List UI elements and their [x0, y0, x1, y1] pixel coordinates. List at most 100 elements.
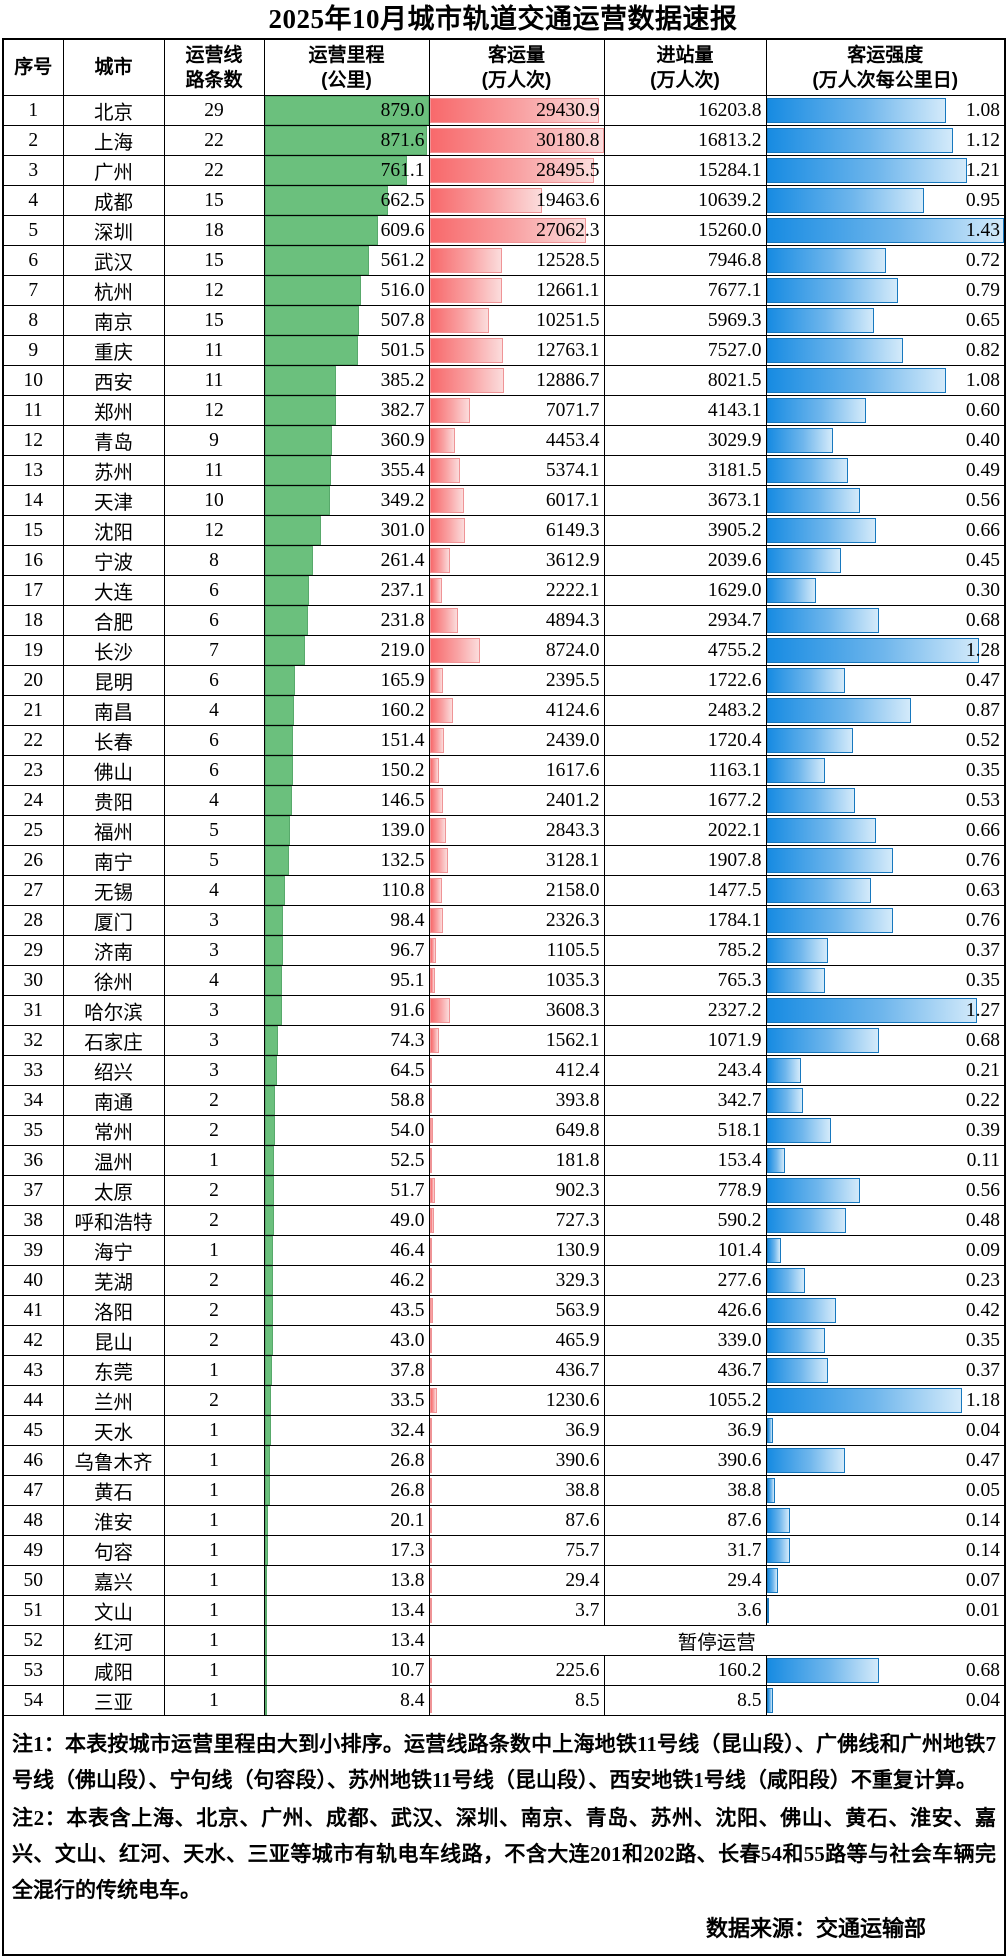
mileage-cell-value: 349.2	[380, 490, 425, 511]
city-name: 长沙	[62, 635, 165, 666]
mileage-cell: 662.5	[263, 185, 430, 216]
row-index: 37	[2, 1175, 64, 1206]
passengers-cell-value: 4894.3	[545, 610, 600, 631]
passengers-bar	[430, 1118, 434, 1143]
intensity-bar	[767, 908, 893, 933]
mileage-cell-value: 561.2	[380, 250, 425, 271]
line-count: 12	[163, 395, 265, 426]
mileage-cell: 355.4	[263, 455, 430, 486]
row-index: 54	[2, 1685, 64, 1716]
passengers-bar	[430, 848, 448, 873]
intensity-cell-value: 1.12	[965, 130, 1000, 151]
entries-value: 4143.1	[603, 395, 767, 426]
intensity-cell: 0.40	[765, 425, 1006, 456]
mileage-bar	[265, 1326, 273, 1355]
mileage-cell: 507.8	[263, 305, 430, 336]
passengers-bar	[430, 548, 451, 573]
entries-value: 2022.1	[603, 815, 767, 846]
line-count: 6	[163, 755, 265, 786]
intensity-cell: 0.42	[765, 1295, 1006, 1326]
intensity-bar	[767, 1058, 802, 1083]
mileage-bar	[265, 786, 292, 815]
row-index: 31	[2, 995, 64, 1026]
intensity-cell: 0.68	[765, 1655, 1006, 1686]
intensity-cell: 0.04	[765, 1685, 1006, 1716]
row-index: 10	[2, 365, 64, 396]
table-row: 22 长春 6 151.4 2439.0 1720.4 0.52	[2, 725, 1006, 756]
mileage-cell: 17.3	[263, 1535, 430, 1566]
entries-value: 8.5	[603, 1685, 767, 1716]
row-index: 52	[2, 1625, 64, 1656]
entries-value: 1677.2	[603, 785, 767, 816]
city-name: 福州	[62, 815, 165, 846]
city-name: 黄石	[62, 1475, 165, 1506]
mileage-bar	[265, 306, 360, 335]
passengers-bar	[430, 518, 465, 543]
intensity-bar	[767, 1118, 832, 1143]
passengers-bar	[430, 1328, 433, 1353]
passengers-bar	[430, 1478, 432, 1503]
intensity-cell-value: 0.04	[965, 1420, 1000, 1441]
passengers-cell: 29.4	[428, 1565, 605, 1596]
mileage-cell: 52.5	[263, 1145, 430, 1176]
mileage-cell: 160.2	[263, 695, 430, 726]
intensity-cell-value: 0.60	[965, 400, 1000, 421]
intensity-cell: 0.37	[765, 935, 1006, 966]
line-count: 15	[163, 305, 265, 336]
line-count: 1	[163, 1235, 265, 1266]
intensity-cell-value: 0.76	[965, 850, 1000, 871]
mileage-cell-value: 132.5	[380, 850, 425, 871]
mileage-bar	[265, 1086, 276, 1115]
mileage-bar	[265, 1266, 274, 1295]
mileage-bar	[265, 1566, 268, 1595]
line-count: 11	[163, 455, 265, 486]
mileage-cell: 132.5	[263, 845, 430, 876]
col-header-sub: 路条数	[185, 69, 243, 91]
row-index: 50	[2, 1565, 64, 1596]
passengers-cell-value: 1105.5	[546, 940, 600, 961]
mileage-bar	[265, 756, 293, 785]
mileage-cell-value: 516.0	[380, 280, 425, 301]
table-row: 13 苏州 11 355.4 5374.1 3181.5 0.49	[2, 455, 1006, 486]
mileage-bar	[265, 936, 283, 965]
intensity-cell: 0.30	[765, 575, 1006, 606]
passengers-cell-value: 1230.6	[545, 1390, 600, 1411]
intensity-bar	[767, 1478, 775, 1503]
table-row: 51 文山 1 13.4 3.7 3.6 0.01	[2, 1595, 1006, 1626]
intensity-cell-value: 0.37	[965, 1360, 1000, 1381]
col-header-intensity: 客运强度 (万人次每公里日)	[765, 38, 1006, 96]
mileage-cell: 96.7	[263, 935, 430, 966]
passengers-cell-value: 412.4	[555, 1060, 600, 1081]
intensity-cell: 0.60	[765, 395, 1006, 426]
intensity-bar	[767, 278, 898, 303]
table-row: 35 常州 2 54.0 649.8 518.1 0.39	[2, 1115, 1006, 1146]
intensity-cell-value: 0.05	[965, 1480, 1000, 1501]
city-name: 成都	[62, 185, 165, 216]
entries-value: 1477.5	[603, 875, 767, 906]
passengers-bar	[430, 158, 594, 183]
mileage-bar	[265, 726, 293, 755]
row-index: 29	[2, 935, 64, 966]
mileage-cell: 879.0	[263, 95, 430, 126]
passengers-bar	[430, 338, 504, 363]
entries-value: 1722.6	[603, 665, 767, 696]
mileage-bar	[265, 636, 306, 665]
mileage-bar	[265, 606, 308, 635]
city-name: 温州	[62, 1145, 165, 1176]
mileage-cell: 13.4	[263, 1595, 430, 1626]
col-header-label: 客运强度	[847, 44, 924, 66]
city-name: 南昌	[62, 695, 165, 726]
intensity-cell-value: 0.72	[965, 250, 1000, 271]
passengers-cell: 10251.5	[428, 305, 605, 336]
intensity-bar	[767, 458, 848, 483]
mileage-cell: 150.2	[263, 755, 430, 786]
line-count: 6	[163, 665, 265, 696]
mileage-cell-value: 10.7	[390, 1660, 425, 1681]
mileage-cell-value: 17.3	[390, 1540, 425, 1561]
entries-value: 87.6	[603, 1505, 767, 1536]
row-index: 41	[2, 1295, 64, 1326]
intensity-cell: 0.21	[765, 1055, 1006, 1086]
intensity-bar	[767, 1238, 782, 1263]
mileage-cell-value: 13.8	[390, 1570, 425, 1591]
passengers-bar	[430, 1148, 432, 1173]
